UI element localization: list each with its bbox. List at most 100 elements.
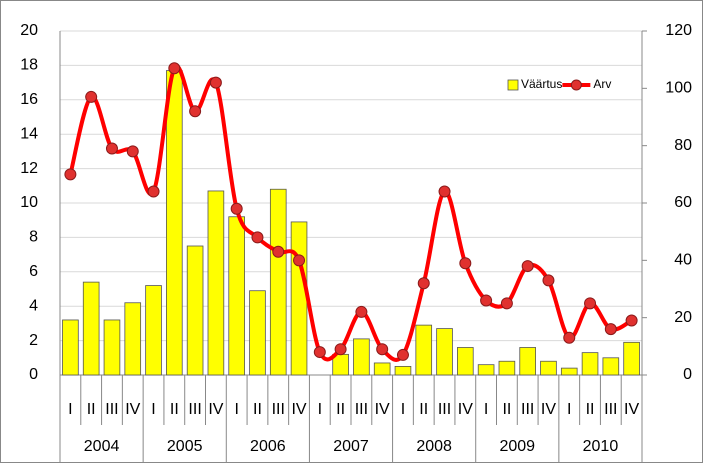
marker [251, 231, 264, 244]
marker [355, 305, 368, 318]
bar [269, 188, 287, 376]
legend-label: Arv [593, 77, 611, 91]
marker [105, 142, 118, 155]
x-tick-label: II [170, 401, 179, 418]
marker [230, 202, 243, 215]
marker [209, 76, 222, 89]
marker [438, 185, 451, 198]
x-tick-label: IV [125, 401, 140, 418]
bar [623, 341, 640, 376]
x-tick-label: II [586, 401, 595, 418]
bar [560, 367, 578, 376]
y-tick-label: 20 [20, 22, 38, 39]
y-tick-label: 18 [20, 57, 38, 74]
y-tick-label: 6 [29, 263, 38, 280]
x-tick-label: II [253, 401, 262, 418]
legend-swatch [507, 79, 519, 91]
bar [62, 319, 79, 376]
marker [480, 294, 493, 307]
bar [477, 364, 495, 376]
x-tick-label: I [234, 401, 238, 418]
marker [459, 257, 472, 270]
marker [542, 274, 555, 287]
x-tick-label: II [419, 401, 428, 418]
marker [396, 348, 409, 361]
group-label: 2006 [250, 438, 286, 455]
marker [168, 62, 181, 75]
x-tick-label: I [68, 401, 72, 418]
marker [376, 343, 389, 356]
marker [126, 145, 139, 158]
bar [457, 347, 474, 376]
marker [500, 297, 513, 310]
marker [625, 314, 638, 327]
x-tick-label: II [87, 401, 96, 418]
group-label: 2008 [416, 438, 452, 455]
x-tick-label: III [521, 401, 534, 418]
marker [189, 105, 202, 118]
group-label: 2004 [84, 438, 120, 455]
y2-tick-label: 100 [665, 80, 692, 97]
y-tick-label: 4 [29, 297, 38, 314]
bar [166, 70, 183, 376]
y2-tick-label: 120 [665, 22, 692, 39]
y2-tick-label: 60 [674, 194, 692, 211]
x-tick-label: III [438, 401, 451, 418]
marker [563, 331, 576, 344]
group-label: 2009 [499, 438, 535, 455]
y-tick-label: 16 [20, 91, 38, 108]
bar [103, 319, 121, 376]
marker [584, 297, 597, 310]
bar [394, 365, 412, 376]
bar [415, 324, 433, 376]
x-tick-label: I [484, 401, 488, 418]
y2-tick-label: 40 [674, 252, 692, 269]
bar [145, 285, 162, 376]
y-tick-label: 0 [29, 366, 38, 383]
y2-tick-label: 20 [674, 309, 692, 326]
x-tick-label: I [318, 401, 322, 418]
marker [64, 168, 77, 181]
x-tick-label: II [502, 401, 511, 418]
marker [417, 277, 430, 290]
bar [602, 357, 620, 376]
y2-tick-label: 80 [674, 137, 692, 154]
bar [186, 245, 204, 376]
y-tick-label: 14 [20, 125, 38, 142]
marker [85, 90, 98, 103]
group-label: 2007 [333, 438, 369, 455]
y-tick-label: 12 [20, 160, 38, 177]
marker [604, 323, 617, 336]
y-tick-label: 10 [20, 194, 38, 211]
bar [373, 362, 391, 376]
x-tick-label: I [567, 401, 571, 418]
group-label: 2005 [167, 438, 203, 455]
x-tick-label: III [188, 401, 201, 418]
marker [313, 346, 326, 359]
bar [498, 360, 516, 376]
bar [519, 347, 536, 376]
marker [334, 343, 347, 356]
bar [290, 221, 308, 376]
x-tick-label: IV [208, 401, 223, 418]
bar [436, 328, 453, 376]
bar [124, 302, 142, 376]
x-tick-label: III [105, 401, 118, 418]
x-tick-label: III [604, 401, 617, 418]
y2-tick-label: 0 [683, 366, 692, 383]
x-tick-label: I [401, 401, 405, 418]
x-tick-label: IV [624, 401, 639, 418]
bar [249, 290, 266, 376]
x-tick-label: II [336, 401, 345, 418]
y-tick-label: 2 [29, 332, 38, 349]
x-tick-label: IV [541, 401, 556, 418]
bar [207, 190, 225, 376]
x-tick-label: IV [291, 401, 306, 418]
x-tick-label: III [272, 401, 285, 418]
marker [147, 185, 160, 198]
x-tick-label: IV [458, 401, 473, 418]
bar [581, 352, 599, 376]
x-tick-label: IV [375, 401, 390, 418]
bar [353, 338, 370, 376]
